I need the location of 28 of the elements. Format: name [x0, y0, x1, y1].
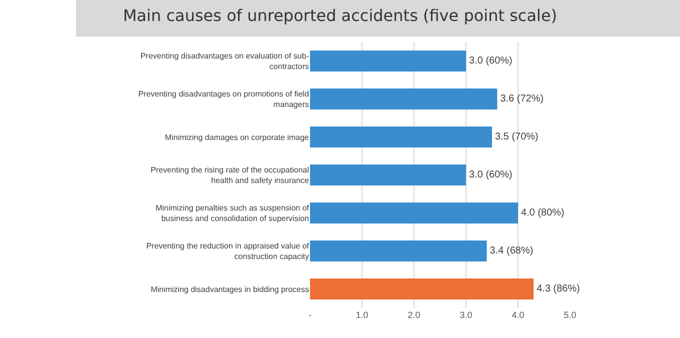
data-label: 4.0 (80%) [521, 208, 564, 218]
y-tick-label: Preventing the rising rate of the occupational health and safety insurance [150, 166, 310, 185]
x-tick-label: 5.0 [564, 310, 576, 320]
data-label: 3.4 (68%) [490, 246, 534, 256]
y-tick-label: Preventing the reduction in appraised value of construction capacity [146, 242, 310, 261]
data-label: 3.5 (70%) [495, 132, 538, 142]
x-tick-label: 1.0 [356, 310, 368, 320]
y-tick-label: Minimizing penalties such as suspension of business and consolidation of supervision [156, 204, 310, 223]
data-label: 3.0 (60%) [469, 170, 512, 180]
x-tick-label: 3.0 [460, 310, 472, 320]
bar [310, 126, 492, 148]
y-tick-label: Preventing disadvantages on promotions of field managers [138, 90, 309, 109]
data-label: 3.0 (60%) [469, 56, 512, 66]
y-tick-label: Preventing disadvantages on evaluation of sub-contractors [140, 52, 310, 71]
data-label: 4.3 (86%) [536, 284, 580, 294]
y-tick-label: Minimizing damages on corporate image [164, 132, 310, 142]
bar [310, 88, 498, 110]
y-tick-label: Minimizing disadvantages in bidding process [150, 284, 309, 294]
x-tick-label: 4.0 [512, 310, 524, 320]
x-tick-label: 2.0 [408, 310, 420, 320]
data-label: 3.6 (72%) [500, 94, 544, 104]
bar [310, 240, 487, 262]
bar [310, 50, 466, 72]
x-tick-label: - [308, 310, 312, 320]
bar [310, 202, 518, 224]
bar [310, 164, 466, 186]
chart-title: Main causes of unreported accidents (five point scale) [122, 6, 558, 25]
bar [310, 278, 534, 300]
